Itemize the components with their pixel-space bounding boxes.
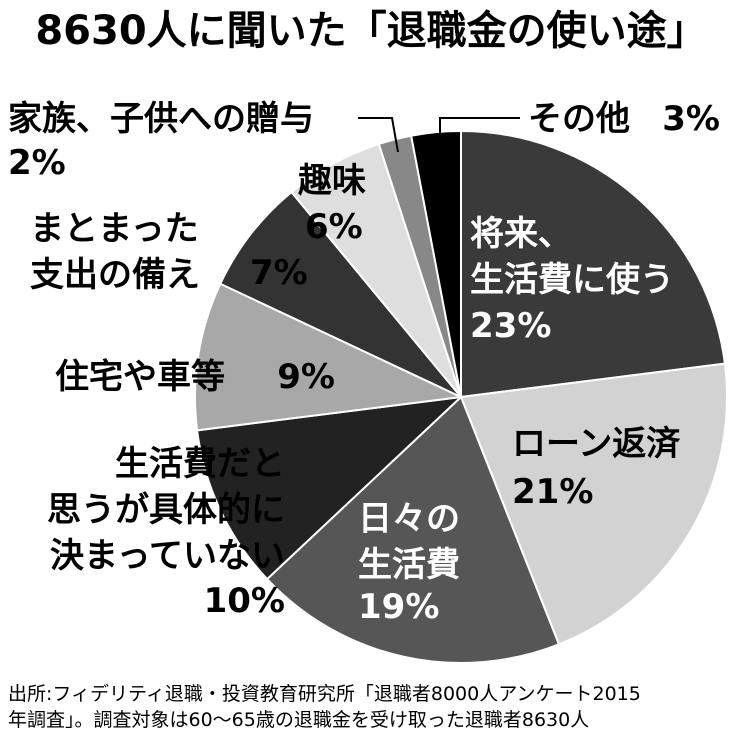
slice-label: まとまった支出の備え [30, 209, 200, 295]
slice-label: ローン返済 [512, 424, 681, 464]
value-label: 9% [277, 357, 335, 397]
pie-slice [218, 190, 462, 398]
slice-label: 家族、子供への贈与 [8, 99, 314, 139]
leader-line [358, 117, 399, 153]
slice-label: 生活費だと思うが具体的に決まっていない [47, 444, 285, 576]
value-label: 21% [512, 472, 593, 512]
slice-label: その他 [528, 99, 630, 139]
pie-slice [265, 395, 561, 664]
chart-title: 8630人に聞いた「退職金の使い途」 [35, 8, 706, 54]
slice-label: 趣味 [298, 161, 366, 201]
leader-line [439, 117, 520, 134]
pie-slice [409, 129, 462, 398]
pie-slice [194, 282, 465, 432]
value-label: 10% [204, 581, 285, 621]
value-label: 6% [305, 207, 363, 247]
slice-label: 将来、生活費に使う [470, 214, 674, 300]
value-label: 7% [250, 253, 308, 293]
slice-label: 住宅や車等 [55, 357, 225, 397]
slice-label: 日々の生活費 [358, 499, 460, 585]
pie-slice [195, 395, 464, 581]
value-label: 2% [8, 143, 66, 183]
value-label: 3% [662, 99, 720, 139]
value-label: 23% [470, 306, 551, 346]
source-note: 出所:フィデリティ退職・投資教育研究所「退職者8000人アンケート2015 年調査… [8, 683, 641, 731]
pie-slice [459, 362, 728, 646]
pie-slice [460, 129, 727, 399]
pie [194, 129, 728, 664]
value-label: 19% [358, 587, 439, 627]
